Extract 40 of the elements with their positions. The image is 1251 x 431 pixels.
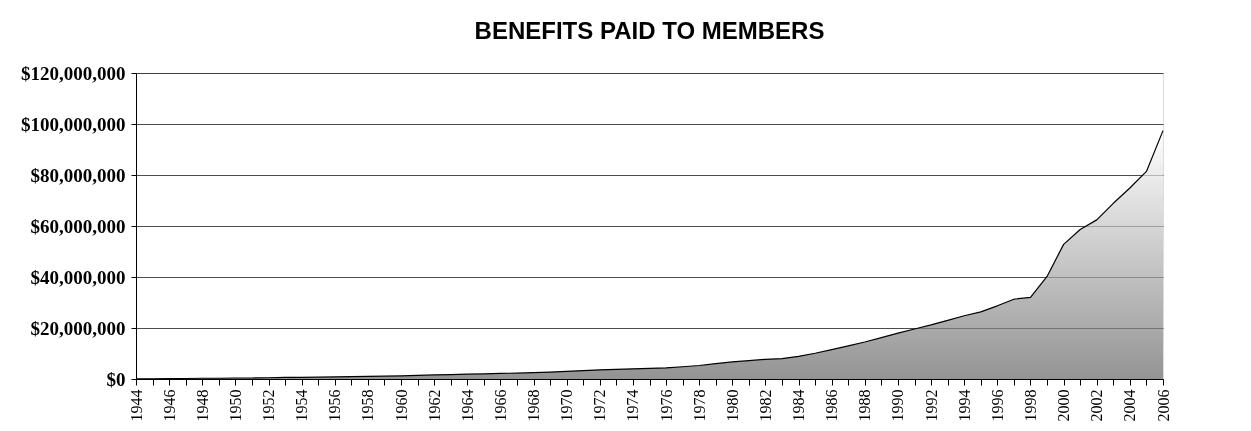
x-tick-label: 1976 <box>657 389 675 422</box>
x-tick-label: 1958 <box>359 389 377 422</box>
x-tick-label: 1960 <box>392 389 410 422</box>
x-tick-label: 1972 <box>591 389 609 422</box>
x-tick-label: 1978 <box>690 389 708 422</box>
x-tick-label: 1990 <box>889 389 907 422</box>
x-tick-label: 1962 <box>425 389 443 422</box>
x-tick-label: 1982 <box>756 389 774 422</box>
y-tick-label: $60,000,000 <box>30 215 126 237</box>
x-tick-label: 1970 <box>558 389 576 422</box>
x-tick-label: 1964 <box>458 389 476 422</box>
x-tick-label: 1966 <box>491 389 509 422</box>
x-tick-label: 2006 <box>1154 389 1172 422</box>
y-tick-label: $20,000,000 <box>30 317 126 339</box>
x-tick-label: 2000 <box>1055 389 1073 422</box>
x-tick-label: 1980 <box>723 389 741 422</box>
x-tick-label: 1954 <box>293 389 311 422</box>
x-tick-label: 1996 <box>988 389 1006 422</box>
x-tick-label: 1956 <box>326 389 344 422</box>
x-tick-label: 1998 <box>1021 389 1039 422</box>
x-tick-label: 1944 <box>127 389 145 422</box>
x-tick-label: 2004 <box>1121 389 1139 422</box>
x-tick-label: 1984 <box>790 389 808 422</box>
x-tick-label: 1992 <box>922 389 940 422</box>
chart-title: BENEFITS PAID TO MEMBERS <box>474 17 825 44</box>
x-tick-label: 1988 <box>856 389 874 422</box>
x-tick-label: 1946 <box>160 389 178 422</box>
x-tick-label: 1994 <box>955 389 973 422</box>
x-tick-label: 2002 <box>1088 389 1106 422</box>
x-tick-label: 1950 <box>226 389 244 422</box>
y-tick-label: $80,000,000 <box>30 164 126 186</box>
x-tick-label: 1952 <box>260 389 278 422</box>
y-tick-label: $100,000,000 <box>21 113 126 135</box>
x-tick-label: 1948 <box>193 389 211 422</box>
y-tick-label: $0 <box>106 368 126 390</box>
y-tick-label: $40,000,000 <box>30 266 126 288</box>
x-tick-label: 1968 <box>525 389 543 422</box>
x-tick-label: 1986 <box>823 389 841 422</box>
y-tick-label: $120,000,000 <box>21 62 126 84</box>
x-tick-label: 1974 <box>624 389 642 422</box>
